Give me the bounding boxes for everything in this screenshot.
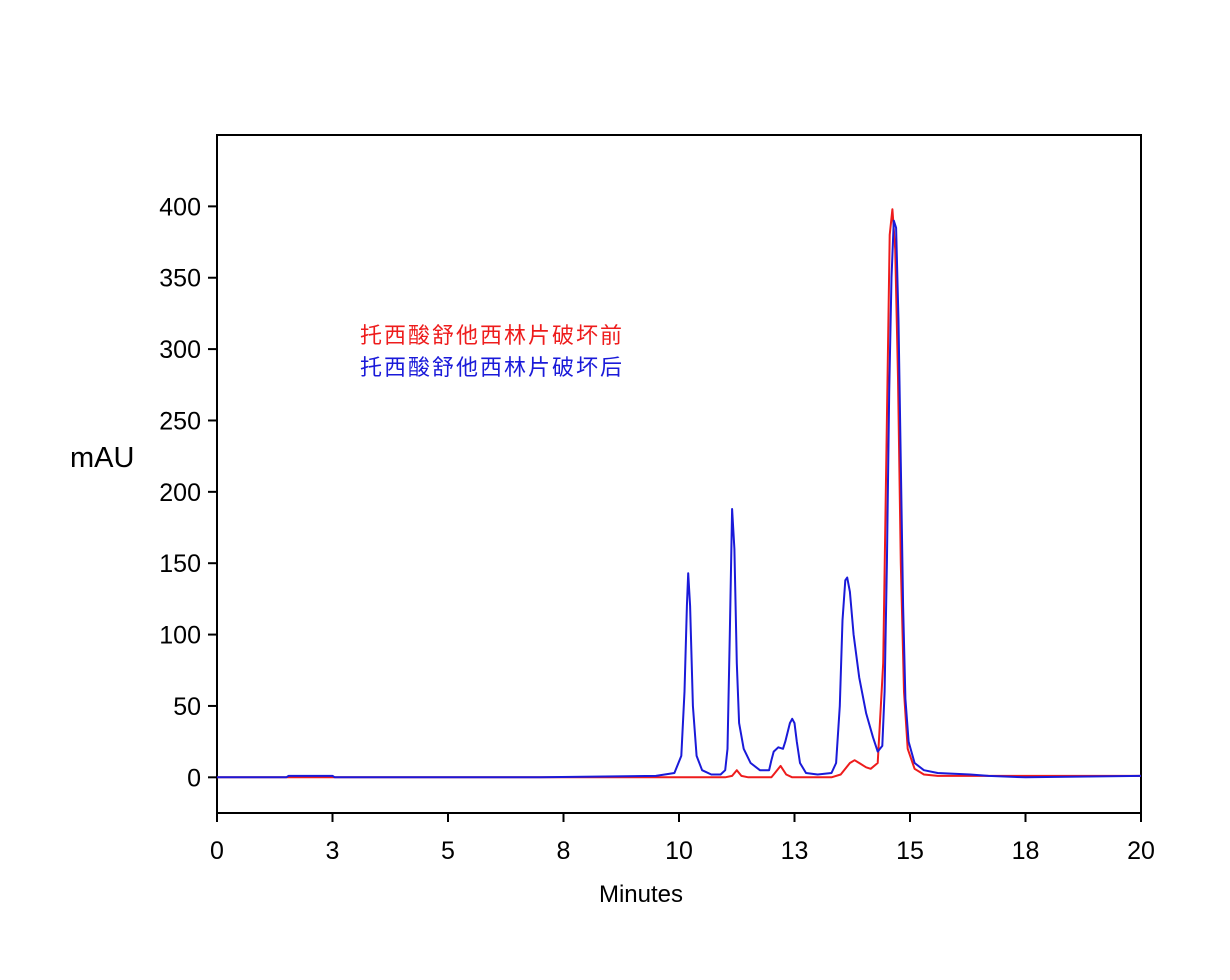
legend-entry-after: 托西酸舒他西林片破坏后 (360, 356, 624, 381)
series-lines (217, 208, 1142, 779)
x-tick-label: 13 (781, 837, 809, 865)
series-line-1 (217, 219, 1142, 779)
y-tick-label: 400 (159, 193, 201, 221)
x-tick-label: 20 (1127, 837, 1155, 865)
x-tick-label: 5 (441, 837, 455, 865)
x-axis-ticks: 0 3 5 8 10 13 15 18 20 (210, 813, 1155, 865)
x-tick-label: 10 (665, 837, 693, 865)
y-tick-label: 200 (159, 479, 201, 507)
legend-entry-before: 托西酸舒他西林片破坏前 (360, 324, 624, 349)
x-tick-label: 0 (210, 837, 224, 865)
y-tick-label: 300 (159, 336, 201, 364)
y-tick-label: 100 (159, 622, 201, 650)
x-tick-label: 15 (896, 837, 924, 865)
y-axis-ticks: 0 50 100 150 200 250 300 350 400 (159, 193, 217, 792)
y-axis-title: mAU (70, 442, 134, 474)
x-tick-label: 18 (1012, 837, 1040, 865)
y-tick-label: 150 (159, 550, 201, 578)
x-tick-label: 8 (557, 837, 571, 865)
series-line-0 (217, 208, 1141, 779)
legend: 托西酸舒他西林片破坏前 托西酸舒他西林片破坏后 (360, 324, 624, 381)
y-tick-label: 0 (187, 764, 201, 792)
plot-frame (216, 134, 1142, 814)
x-tick-label: 3 (326, 837, 340, 865)
y-tick-label: 50 (173, 693, 201, 721)
x-axis-title: Minutes (599, 881, 683, 908)
y-tick-label: 350 (159, 265, 201, 293)
y-tick-label: 250 (159, 407, 201, 435)
